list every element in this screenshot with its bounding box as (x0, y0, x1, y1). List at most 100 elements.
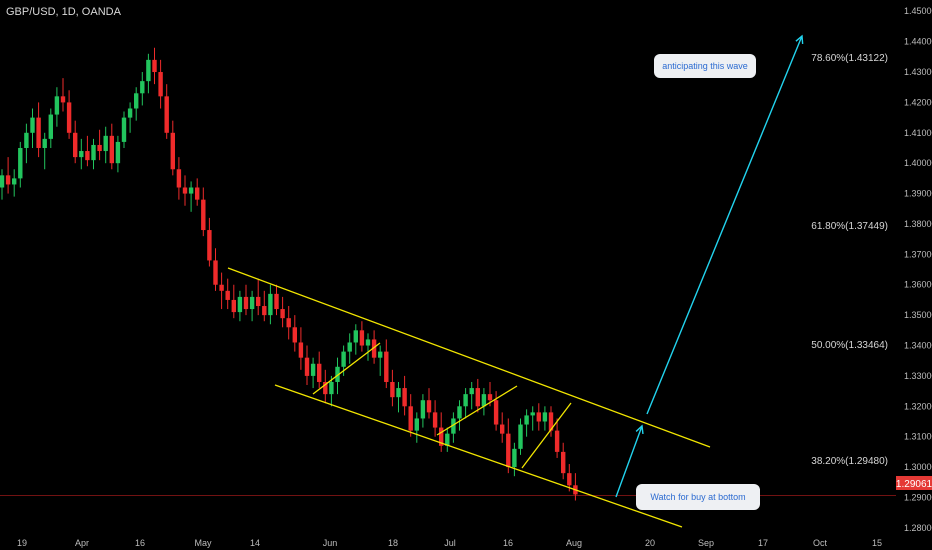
annotation-watch-buy[interactable]: Watch for buy at bottom (636, 484, 760, 510)
x-tick-label: Aug (566, 538, 582, 548)
candle-body (457, 406, 462, 419)
candle-body (487, 394, 493, 401)
candle-body (292, 327, 297, 343)
projection-line (646, 35, 803, 415)
candle-body (475, 388, 480, 407)
candle-body (12, 178, 17, 185)
candle-body (542, 412, 548, 422)
y-tick-label: 1.36000 (904, 280, 932, 290)
y-tick-label: 1.42000 (904, 97, 932, 107)
candle-body (335, 366, 340, 382)
candle-body (481, 394, 487, 407)
x-tick-label: Sep (698, 538, 714, 548)
candle-body (317, 363, 322, 382)
y-tick-label: 1.40000 (904, 158, 932, 168)
candle-body (85, 151, 90, 161)
candle-body (60, 96, 66, 103)
y-tick-label: 1.31000 (904, 432, 932, 442)
candle-body (561, 451, 566, 474)
candle-body (310, 363, 316, 376)
candle-body (103, 135, 108, 152)
candle-body (91, 144, 96, 161)
candle-body (420, 400, 426, 419)
current-price-label: 1.29061 (896, 479, 932, 490)
candle-body (512, 448, 517, 468)
candle-body (414, 418, 419, 431)
candle-body (274, 293, 279, 310)
candle-body (213, 260, 218, 285)
candle-body (500, 424, 505, 434)
candle-body (280, 309, 285, 319)
fib-labels: 78.60%(1.43122) 61.80%(1.37449) 50.00%(1.3… (811, 53, 888, 467)
fib-level-label: 61.80%(1.37449) (811, 221, 888, 232)
candle-body (18, 147, 23, 179)
candle-body (243, 296, 249, 310)
candle-body (152, 59, 157, 73)
chart-title: GBP/USD, 1D, OANDA (6, 6, 121, 18)
y-tick-label: 1.37000 (904, 249, 932, 259)
x-tick-label: 14 (250, 538, 260, 548)
y-tick-label: 1.43000 (904, 67, 932, 77)
candle-body (66, 102, 72, 133)
candle-body (201, 199, 206, 231)
x-tick-label: 15 (872, 538, 882, 548)
candle-body (170, 132, 175, 170)
candle-body (554, 430, 560, 452)
y-tick-label: 1.45000 (904, 6, 932, 16)
y-tick-label: 1.44000 (904, 37, 932, 47)
candle-body (176, 169, 182, 188)
candle-body (347, 342, 352, 352)
y-tick-label: 1.33000 (904, 371, 932, 381)
candle-body (42, 138, 47, 148)
y-tick-label: 1.35000 (904, 310, 932, 320)
candle-body (567, 473, 572, 486)
y-tick-label: 1.39000 (904, 189, 932, 199)
candle-body (371, 339, 377, 358)
candle-body (121, 117, 127, 142)
y-tick-label: 1.30000 (904, 462, 932, 472)
candle-body (439, 427, 444, 446)
candle-body (304, 357, 310, 376)
x-tick-label: 18 (388, 538, 398, 548)
candle-body (24, 132, 29, 148)
candle-body (225, 290, 230, 300)
trend-line (312, 342, 381, 395)
projection-line (615, 425, 643, 498)
candle-body (286, 318, 291, 328)
candle-body (146, 59, 151, 82)
y-tick-label: 1.34000 (904, 341, 932, 351)
candle-body (219, 284, 224, 291)
candle-body (36, 117, 41, 148)
annotation-anticipating[interactable]: anticipating this wave (654, 54, 756, 78)
candle-body (396, 388, 401, 398)
x-tick-label: 20 (645, 538, 655, 548)
x-tick-label: Jul (444, 538, 456, 548)
candle-body (268, 293, 273, 316)
candle-body (237, 296, 243, 313)
x-axis: 19 Apr 16 May 14 Jun 18 Jul 16 Aug 20 Sep 17 Oct 15 (17, 538, 882, 548)
y-tick-label: 1.28000 (904, 523, 932, 533)
candle-body (524, 415, 529, 425)
candle-body (256, 296, 261, 307)
candle-body (353, 330, 358, 343)
candle-body (463, 394, 468, 407)
candle-body (5, 175, 11, 185)
y-tick-label: 1.29000 (904, 492, 932, 502)
candles (0, 47, 578, 501)
drawings (227, 34, 804, 528)
price-tag-bg (896, 476, 932, 490)
candle-body (231, 299, 236, 313)
trend-line (227, 267, 711, 448)
candle-body (127, 108, 133, 118)
candle-body (207, 230, 212, 261)
x-tick-label: 17 (758, 538, 768, 548)
candle-body (506, 433, 511, 468)
y-axis: 1.28000 1.29000 1.30000 1.31000 1.32000 1.330… (904, 6, 932, 533)
candle-body (54, 96, 60, 115)
candle-body (323, 381, 328, 395)
candle-body (262, 306, 267, 316)
fib-level-label: 78.60%(1.43122) (811, 53, 888, 64)
candle-body (445, 433, 450, 446)
fib-level-label: 50.00%(1.33464) (811, 340, 888, 351)
